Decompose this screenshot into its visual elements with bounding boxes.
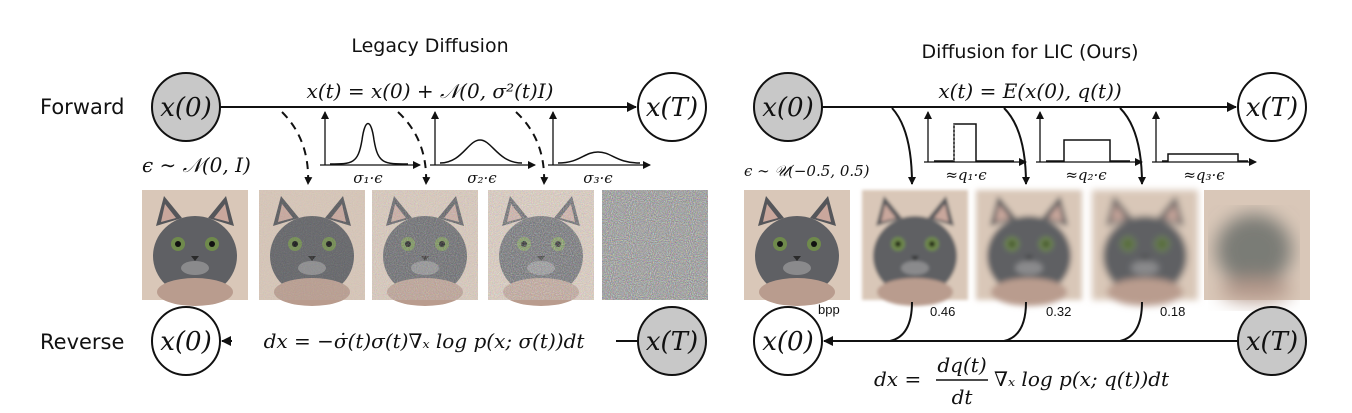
left-noise-label: ϵ ∼ 𝒩(0, I) [142,153,251,177]
left-forward-end-label: x(T) [646,93,698,123]
right-forward-equation: x(t) = E(x(0), q(t)) [938,79,1121,103]
right-merge-arrow-2 [1003,301,1027,342]
left-dist-label-3: σ₃·ϵ [583,169,613,187]
right-curved-arrow-1 [891,107,916,185]
left-title: Legacy Diffusion [351,35,508,57]
left-reverse-equation: dx = −σ̇(t)σ(t)∇ₓ log p(x; σ(t))dt [264,329,586,353]
right-image-original [744,190,850,306]
right-reverse-equation: dx = dq(t) dt ∇ₓ log p(x; q(t))dt [874,353,1170,409]
right-reverse-eq-lhs: dx = [874,367,921,391]
right-image-compressed-3 [1092,190,1198,306]
bpp-value-1: 0.46 [930,304,955,319]
right-reverse-start-label: x(0) [762,327,814,357]
left-forward-start-label: x(0) [160,93,212,123]
right-noise-label: ϵ ∼ 𝒰(−0.5, 0.5) [744,162,870,180]
right-forward-start-label: x(0) [762,93,814,123]
left-dist-label-2: σ₂·ϵ [467,169,497,187]
bpp-value-3: 0.18 [1160,304,1185,319]
left-dashed-arrow-2 [397,111,431,185]
left-image-noisy-2 [372,190,478,306]
left-reverse-end-node: x(T) [637,306,707,376]
left-forward-end-node: x(T) [637,72,707,142]
right-distribution-plot-2 [1036,111,1143,166]
left-distribution-plot-3 [548,111,651,169]
right-image-compressed-2 [976,190,1082,306]
left-image-noisy-3 [488,190,594,306]
right-forward-end-label: x(T) [1246,93,1298,123]
left-distribution-plot-2 [430,111,536,169]
right-dist-label-3: ≈q₃·ϵ [1183,166,1225,184]
right-image-compressed-1 [862,190,968,306]
right-image-blurred [1204,190,1310,302]
left-image-noisy-1 [259,190,365,306]
right-reverse-end-node: x(T) [1237,306,1307,376]
right-reverse-eq-rhs: ∇ₓ log p(x; q(t))dt [994,367,1170,391]
left-reverse-end-label: x(T) [646,327,698,357]
right-distribution-plot-1 [924,111,1027,166]
right-forward-start-node: x(0) [753,72,823,142]
right-title: Diffusion for LIC (Ours) [921,41,1138,63]
right-merge-arrow-3 [1119,301,1143,342]
right-forward-end-node: x(T) [1237,72,1307,142]
right-dist-label-1: ≈q₁·ϵ [945,166,987,184]
left-reverse-start-label: x(0) [160,327,212,357]
left-dashed-arrow-3 [515,111,549,185]
left-forward-start-node: x(0) [151,72,221,142]
right-dist-label-2: ≈q₂·ϵ [1065,166,1107,184]
right-curved-arrow-2 [1003,107,1030,185]
left-dashed-arrow-1 [281,111,313,185]
left-reverse-start-node: x(0) [151,306,221,376]
left-distribution-plot-1 [320,111,421,169]
right-distribution-plot-3 [1152,111,1257,166]
right-reverse-eq-num: dq(t) [937,353,986,377]
left-image-clean [142,190,248,306]
left-image-pure-noise [602,190,708,300]
left-dist-label-1: σ₁·ϵ [353,169,383,187]
right-reverse-start-node: x(0) [753,306,823,376]
right-curved-arrow-3 [1119,107,1146,185]
left-forward-equation: x(t) = x(0) + 𝒩(0, σ²(t)I) [307,79,554,103]
bpp-label: bpp [818,302,840,317]
forward-label: Forward [40,95,124,119]
right-reverse-eq-den: dt [952,385,974,409]
reverse-label: Reverse [40,330,124,354]
bpp-value-2: 0.32 [1046,304,1071,319]
right-reverse-end-label: x(T) [1246,327,1298,357]
right-merge-arrow-1 [889,301,913,342]
